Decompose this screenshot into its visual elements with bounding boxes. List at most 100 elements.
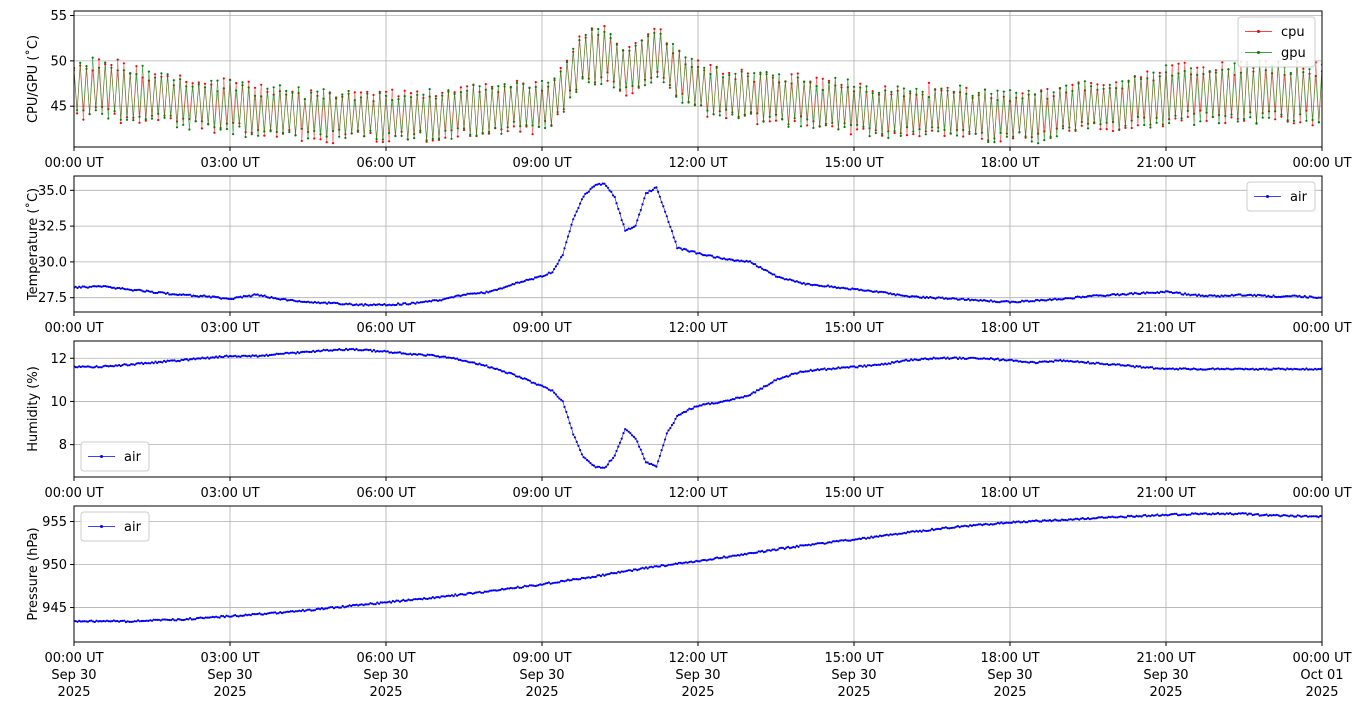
data-point [1156,291,1159,294]
data-point [263,134,266,137]
data-point [1143,123,1146,127]
data-point [1067,297,1070,300]
data-point [906,359,909,362]
data-point [703,558,707,562]
data-point [539,275,542,278]
data-point [601,573,604,576]
data-point [237,296,240,299]
data-point [1106,516,1109,519]
data-point [572,433,575,436]
data-point [1005,521,1008,524]
data-point [632,225,636,228]
x-tick-label: 00:00 UT [44,321,103,336]
data-point [88,285,91,288]
data-point [910,358,913,361]
data-point [1281,367,1284,370]
data-point [735,396,738,399]
data-point [1147,366,1150,369]
data-point [495,288,498,292]
data-point [762,551,766,554]
data-point [575,440,578,443]
data-point [1305,119,1308,122]
data-point [593,83,597,86]
data-point [875,535,878,538]
data-point [301,300,304,303]
data-point [754,263,757,266]
data-point [428,88,431,91]
data-point [438,299,441,302]
data-point [1021,521,1024,524]
data-point [943,356,946,359]
data-point [131,620,134,623]
data-point [937,296,941,299]
data-point [338,348,341,351]
data-point [790,372,793,375]
data-point [700,559,703,562]
data-point [272,86,275,89]
data-point [1034,298,1038,302]
data-point [905,134,909,137]
data-point [618,571,622,574]
data-point [799,370,802,373]
data-point [1147,514,1150,517]
data-point [679,413,682,416]
data-point [452,296,455,299]
data-point [469,591,472,595]
data-point [1288,295,1291,298]
data-point [600,82,603,86]
data-point [488,366,492,369]
data-point [1164,64,1168,67]
data-point [296,610,299,613]
data-point [1307,515,1310,518]
data-point [1303,294,1306,298]
data-point [1156,513,1159,516]
series-layer [74,347,1322,469]
data-point [899,134,902,137]
data-point [924,296,927,300]
data-point [820,542,823,545]
data-point [1106,362,1109,366]
data-point [773,379,776,382]
data-point [109,286,112,289]
data-point [501,587,504,591]
data-point [228,79,232,82]
data-point [513,587,516,590]
legend: air [1246,181,1316,212]
data-point [669,563,672,566]
data-point [794,372,797,375]
data-point [405,303,408,306]
data-point [877,91,881,94]
data-point [955,297,958,300]
data-point [1255,368,1258,371]
data-point [1215,367,1218,370]
data-point [371,304,374,307]
data-point [520,280,523,283]
data-point [677,246,681,249]
data-point [386,601,389,604]
data-point [599,466,603,469]
data-point [511,283,514,286]
data-point [501,287,504,290]
data-point [1220,512,1223,515]
data-point [484,88,487,91]
data-point [1205,111,1208,114]
data-point [247,80,250,83]
data-point [790,279,793,282]
data-point [488,290,492,293]
data-point [296,350,299,354]
data-point [331,142,335,145]
data-point [350,348,353,351]
data-point [444,136,447,139]
data-point [253,86,257,89]
data-point [1119,515,1122,518]
data-point [756,123,759,126]
data-point [584,192,587,195]
data-point [738,396,741,400]
data-point [1262,294,1265,297]
data-point [1210,513,1213,516]
data-point [550,124,553,127]
data-point [1050,299,1053,302]
data-point [1026,521,1029,524]
data-point [657,565,660,568]
data-point [391,351,394,355]
